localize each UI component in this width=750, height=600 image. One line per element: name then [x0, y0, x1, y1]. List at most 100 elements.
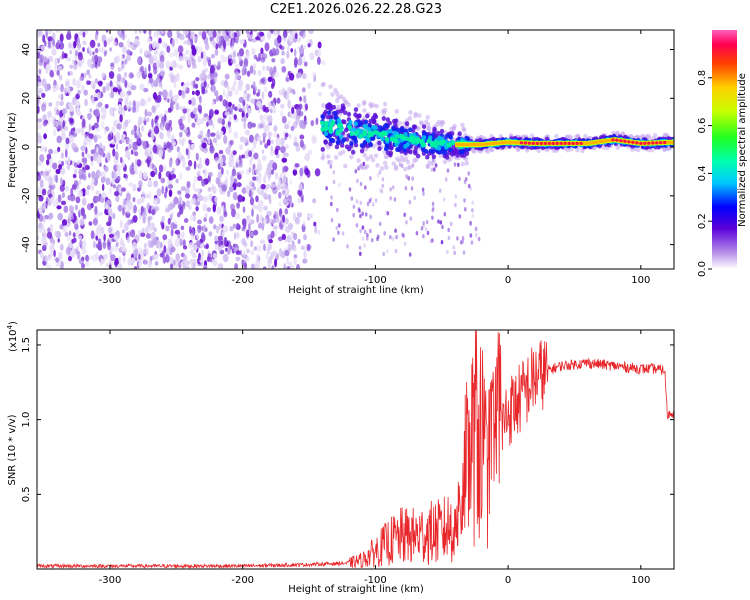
- noise-speckle: [208, 31, 213, 37]
- noise-speckle: [195, 77, 200, 82]
- noise-speckle: [167, 217, 171, 225]
- noise-speckle: [82, 40, 87, 45]
- signal-cell: [406, 148, 411, 154]
- signal-peak: [567, 141, 571, 145]
- tail-speckle: [440, 240, 444, 245]
- noise-speckle: [217, 117, 223, 124]
- noise-speckle: [153, 92, 157, 100]
- noise-speckle: [229, 162, 233, 168]
- tail-speckle: [385, 210, 389, 216]
- colorbar-ticks: 0.00.20.40.60.8: [697, 70, 712, 277]
- noise-speckle: [77, 89, 81, 95]
- tail-speckle: [433, 167, 436, 172]
- noise-speckle: [308, 30, 314, 34]
- noise-speckle: [206, 256, 211, 263]
- noise-speckle: [188, 159, 193, 167]
- y-tick-label: 20: [21, 92, 32, 105]
- noise-speckle: [95, 226, 101, 235]
- noise-speckle: [285, 77, 290, 83]
- tail-speckle: [410, 186, 414, 191]
- signal-cell: [404, 121, 410, 127]
- noise-speckle: [98, 81, 103, 87]
- noise-speckle: [172, 259, 176, 266]
- noise-speckle: [153, 227, 158, 233]
- noise-speckle: [151, 208, 156, 216]
- noise-speckle: [97, 211, 103, 216]
- noise-speckle: [56, 109, 60, 116]
- noise-speckle: [201, 142, 207, 149]
- noise-speckle: [74, 168, 78, 175]
- noise-speckle: [139, 170, 143, 180]
- noise-speckle: [96, 56, 103, 63]
- noise-speckle: [116, 55, 120, 63]
- noise-speckle: [168, 189, 173, 197]
- noise-speckle: [44, 146, 47, 153]
- noise-speckle: [74, 128, 80, 135]
- noise-speckle: [225, 100, 229, 109]
- signal-cell: [405, 136, 410, 142]
- tail-speckle: [457, 162, 460, 167]
- noise-speckle: [162, 234, 168, 241]
- signal-cell: [335, 130, 341, 136]
- noise-speckle: [118, 186, 122, 194]
- noise-speckle: [310, 120, 315, 127]
- noise-speckle: [38, 81, 42, 87]
- noise-speckle: [128, 143, 132, 150]
- noise-speckle: [72, 247, 75, 256]
- noise-speckle: [61, 108, 66, 114]
- noise-speckle: [44, 255, 49, 263]
- signal-cell: [380, 136, 385, 142]
- noise-speckle: [299, 182, 303, 192]
- noise-speckle: [278, 202, 282, 207]
- tail-speckle: [463, 179, 467, 185]
- tail-speckle: [408, 252, 412, 257]
- signal-cell: [439, 119, 444, 125]
- noise-speckle: [185, 148, 189, 156]
- tail-speckle: [395, 234, 399, 240]
- noise-speckle: [287, 86, 290, 94]
- tail-speckle: [462, 250, 466, 255]
- signal-cell: [338, 127, 344, 133]
- noise-speckle: [81, 239, 87, 249]
- noise-speckle: [210, 132, 216, 137]
- tail-speckle: [338, 182, 341, 187]
- noise-speckle: [53, 249, 56, 257]
- tail-speckle: [359, 200, 363, 206]
- noise-speckle: [196, 117, 202, 126]
- noise-speckle: [226, 190, 231, 198]
- signal-cell: [363, 119, 369, 125]
- noise-speckle: [259, 31, 265, 37]
- noise-speckle: [234, 106, 238, 112]
- noise-speckle: [207, 59, 212, 67]
- noise-speckle: [278, 248, 283, 257]
- noise-speckle: [239, 144, 243, 150]
- noise-speckle: [282, 175, 287, 184]
- signal-cell: [402, 166, 408, 172]
- noise-speckle: [230, 245, 233, 250]
- noise-speckle: [141, 125, 145, 132]
- snr-marks: [37, 330, 674, 569]
- noise-speckle: [181, 91, 186, 99]
- noise-speckle: [137, 56, 142, 65]
- tail-speckle: [365, 236, 369, 241]
- noise-speckle: [271, 78, 276, 87]
- noise-speckle: [248, 150, 253, 158]
- noise-speckle: [212, 84, 215, 93]
- tail-speckle: [464, 207, 467, 212]
- tail-speckle: [358, 245, 362, 250]
- noise-speckle: [194, 200, 201, 206]
- colorbar: 0.00.20.40.60.8 Normalized spectral ampl…: [697, 30, 748, 277]
- noise-speckle: [311, 135, 317, 144]
- noise-speckle: [69, 135, 75, 143]
- noise-speckle: [192, 109, 197, 115]
- tail-speckle: [474, 226, 478, 232]
- noise-speckle: [281, 66, 287, 73]
- noise-speckle: [215, 43, 219, 50]
- noise-speckle: [250, 250, 255, 256]
- noise-speckle: [155, 101, 160, 109]
- noise-speckle: [103, 40, 108, 48]
- noise-speckle: [94, 54, 99, 64]
- noise-speckle: [299, 96, 302, 102]
- noise-speckle: [268, 90, 273, 98]
- noise-speckle: [197, 224, 202, 230]
